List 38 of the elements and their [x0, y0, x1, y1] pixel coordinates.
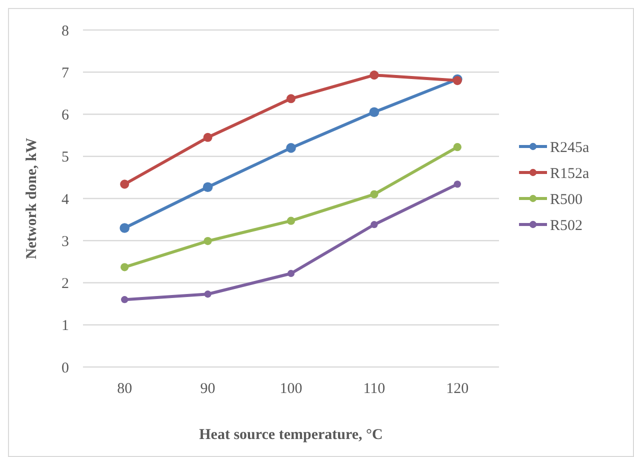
point — [120, 180, 130, 189]
legend-label: R152a — [550, 166, 590, 182]
y-tick-label: 4 — [62, 192, 70, 208]
point — [120, 223, 130, 233]
point — [204, 290, 212, 298]
point — [370, 190, 378, 198]
y-tick-label: 7 — [62, 65, 70, 82]
y-tick-label: 0 — [62, 360, 69, 376]
point — [204, 236, 212, 246]
legend-label: R500 — [550, 192, 583, 208]
y-tick-label: 3 — [62, 234, 69, 250]
point — [370, 70, 379, 80]
x-tick-label: 80 — [117, 381, 132, 397]
y-tick-label: 1 — [62, 318, 69, 334]
point — [121, 296, 128, 304]
x-tick-label: 110 — [363, 381, 386, 397]
y-tick-label: 8 — [62, 23, 69, 40]
x-tick-label: 120 — [446, 381, 469, 397]
point — [369, 107, 380, 118]
y-tick-label: 5 — [62, 150, 69, 166]
legend-label: R502 — [550, 218, 583, 234]
point — [286, 216, 296, 225]
point — [202, 182, 213, 192]
point — [286, 143, 296, 153]
point — [120, 263, 129, 272]
y-axis-title: Network done, kW — [24, 138, 40, 260]
y-tick-label: 6 — [62, 108, 70, 124]
point — [454, 180, 461, 188]
x-axis-title: Heat source temperature, °C — [199, 427, 383, 443]
legend-label: R245a — [550, 140, 590, 156]
point — [453, 143, 462, 152]
point — [286, 94, 296, 104]
y-tick-label: 2 — [62, 276, 69, 292]
x-tick-label: 100 — [280, 381, 302, 397]
point — [287, 270, 295, 278]
x-tick-label: 90 — [200, 381, 216, 397]
point — [370, 221, 378, 228]
point — [203, 132, 212, 142]
